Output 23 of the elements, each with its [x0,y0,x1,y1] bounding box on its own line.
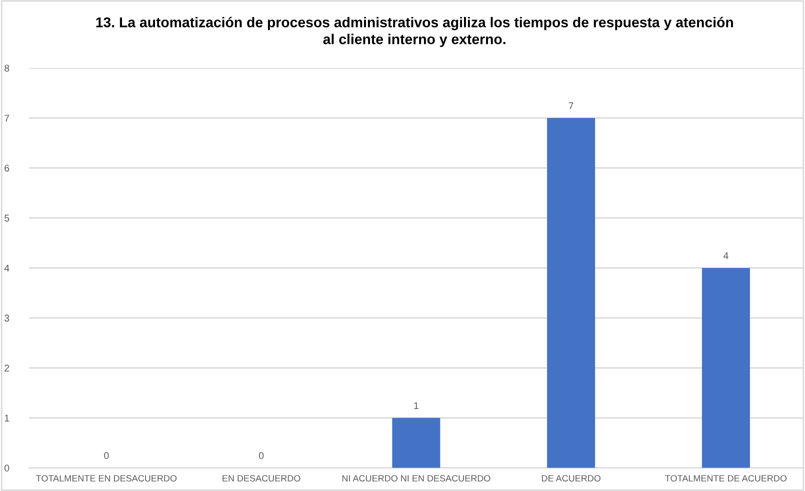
y-tick-label: 8 [4,64,10,72]
y-tick-label: 6 [4,164,10,172]
y-tick-label: 0 [4,464,10,472]
data-label: 0 [104,452,109,460]
y-tick-label: 7 [4,114,10,122]
y-tick-label: 5 [4,214,10,222]
y-tick-label: 4 [4,264,10,272]
bar [547,118,596,468]
y-tick-label: 1 [4,414,10,422]
chart-title: 13. La automatización de procesos administrativos agiliza los tiempos de respuesta y atención al cliente interno y externo. [96,16,733,48]
data-label: 7 [568,102,574,110]
data-label: 0 [258,452,264,460]
x-tick-label: NI ACUERDO NI EN DESACUERDO [342,475,490,482]
data-label: 1 [414,402,418,409]
y-tick-label: 3 [4,314,10,322]
bar [702,268,750,468]
data-label: 4 [723,252,728,259]
bar [392,418,440,468]
x-tick-label: DE ACUERDO [542,475,600,482]
x-tick-label: TOTALMENTE DE ACUERDO [665,475,787,482]
y-tick-label: 2 [4,364,10,372]
x-tick-label: EN DESACUERDO [222,475,300,482]
x-tick-label: TOTALMENTE EN DESACUERDO [36,475,177,482]
